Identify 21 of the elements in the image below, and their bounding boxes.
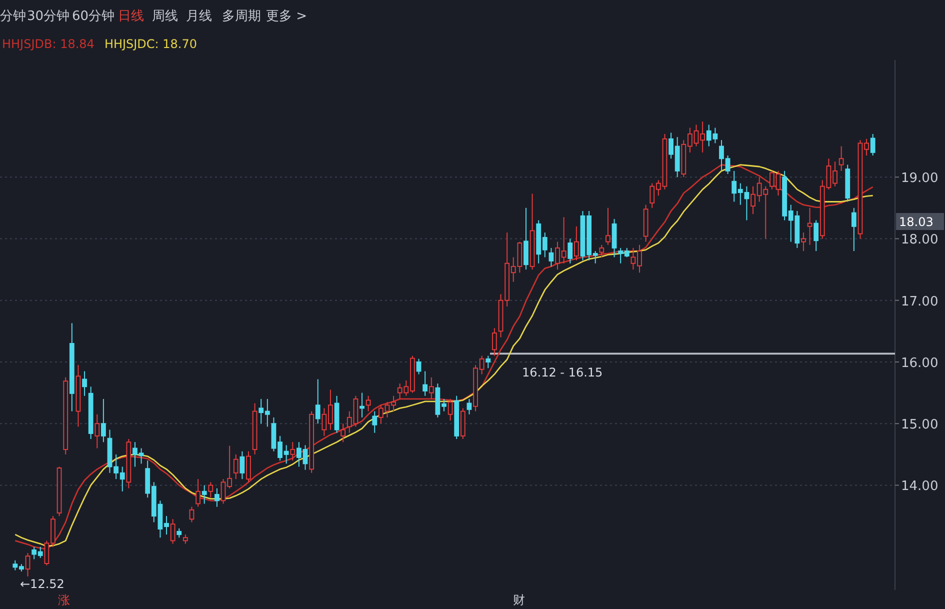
y-tick-label: 18.00 [901, 232, 938, 248]
y-tick-label: 19.00 [901, 171, 938, 186]
text: 60分钟 [72, 9, 115, 24]
band-label: 16.12 - 16.15 [522, 366, 603, 380]
text: 涨 [58, 593, 70, 607]
text: 日线 [118, 9, 144, 24]
y-tick-label: 17.00 [901, 294, 938, 310]
text: 分钟 [0, 9, 26, 24]
text: 30分钟 [27, 9, 70, 24]
y-tick-label: 14.00 [901, 479, 938, 494]
y-tick-label: 15.00 [901, 418, 938, 433]
text: 更多 > [266, 9, 308, 24]
text: HHJSJDB: 18.84 [2, 37, 94, 51]
text: 月线 [186, 9, 212, 24]
annotation: ←12.52 [20, 577, 64, 591]
text: 财 [513, 593, 525, 607]
text: 周线 [152, 9, 178, 24]
text: 多周期 [222, 9, 261, 24]
text: HHJSJDC: 18.70 [104, 37, 198, 51]
text: 18.03 [899, 215, 934, 229]
y-tick-label: 16.00 [901, 356, 938, 371]
